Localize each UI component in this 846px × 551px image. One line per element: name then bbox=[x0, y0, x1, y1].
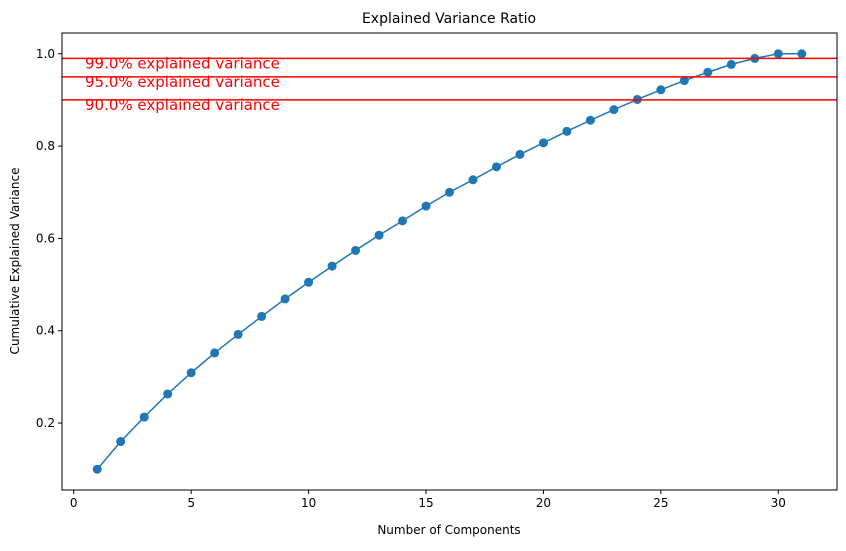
reference-line-label: 95.0% explained variance bbox=[85, 73, 280, 91]
data-point bbox=[280, 294, 290, 304]
data-point bbox=[351, 245, 361, 255]
x-tick-label: 5 bbox=[187, 496, 195, 510]
data-point bbox=[679, 76, 689, 86]
y-tick-label: 0.4 bbox=[36, 324, 55, 338]
x-tick-label: 30 bbox=[771, 496, 786, 510]
x-tick-label: 20 bbox=[536, 496, 551, 510]
x-tick-label: 25 bbox=[653, 496, 668, 510]
data-point bbox=[163, 389, 173, 399]
data-point bbox=[374, 230, 384, 240]
data-point bbox=[703, 67, 713, 77]
data-point bbox=[304, 277, 314, 287]
data-point bbox=[773, 49, 783, 59]
y-axis-label: Cumulative Explained Variance bbox=[8, 168, 22, 355]
y-tick-label: 0.6 bbox=[36, 231, 55, 245]
x-tick-label: 0 bbox=[70, 496, 78, 510]
data-point bbox=[585, 115, 595, 125]
data-point bbox=[609, 105, 619, 115]
x-axis-label: Number of Components bbox=[377, 523, 520, 537]
data-point bbox=[562, 126, 572, 136]
data-point bbox=[186, 368, 196, 378]
data-point bbox=[139, 412, 149, 422]
data-point bbox=[327, 261, 337, 271]
x-tick-label: 15 bbox=[418, 496, 433, 510]
data-point bbox=[233, 329, 243, 339]
data-point bbox=[468, 175, 478, 185]
data-point bbox=[515, 149, 525, 159]
x-tick-label: 10 bbox=[301, 496, 316, 510]
data-point bbox=[445, 187, 454, 197]
reference-line-label: 90.0% explained variance bbox=[85, 96, 280, 114]
y-tick-label: 0.2 bbox=[36, 416, 55, 430]
data-point bbox=[656, 85, 666, 95]
axes-frame bbox=[61, 32, 838, 491]
chart-title: Explained Variance Ratio bbox=[362, 11, 536, 27]
data-point bbox=[116, 437, 126, 447]
y-tick-label: 1.0 bbox=[36, 47, 55, 61]
data-point bbox=[398, 216, 408, 226]
data-point bbox=[92, 464, 102, 474]
data-point bbox=[257, 311, 267, 321]
data-point bbox=[421, 201, 431, 211]
data-point bbox=[491, 162, 501, 172]
y-tick-label: 0.8 bbox=[36, 139, 55, 153]
reference-line-label: 99.0% explained variance bbox=[85, 54, 280, 72]
data-point bbox=[210, 348, 220, 358]
data-point bbox=[726, 59, 736, 69]
data-point bbox=[797, 49, 807, 59]
plot-area: 0 5 10 15 20 25 30 0.2 0.4 0.6 0.8 1.0 99.0% explain… bbox=[36, 32, 838, 510]
data-point bbox=[538, 138, 548, 148]
